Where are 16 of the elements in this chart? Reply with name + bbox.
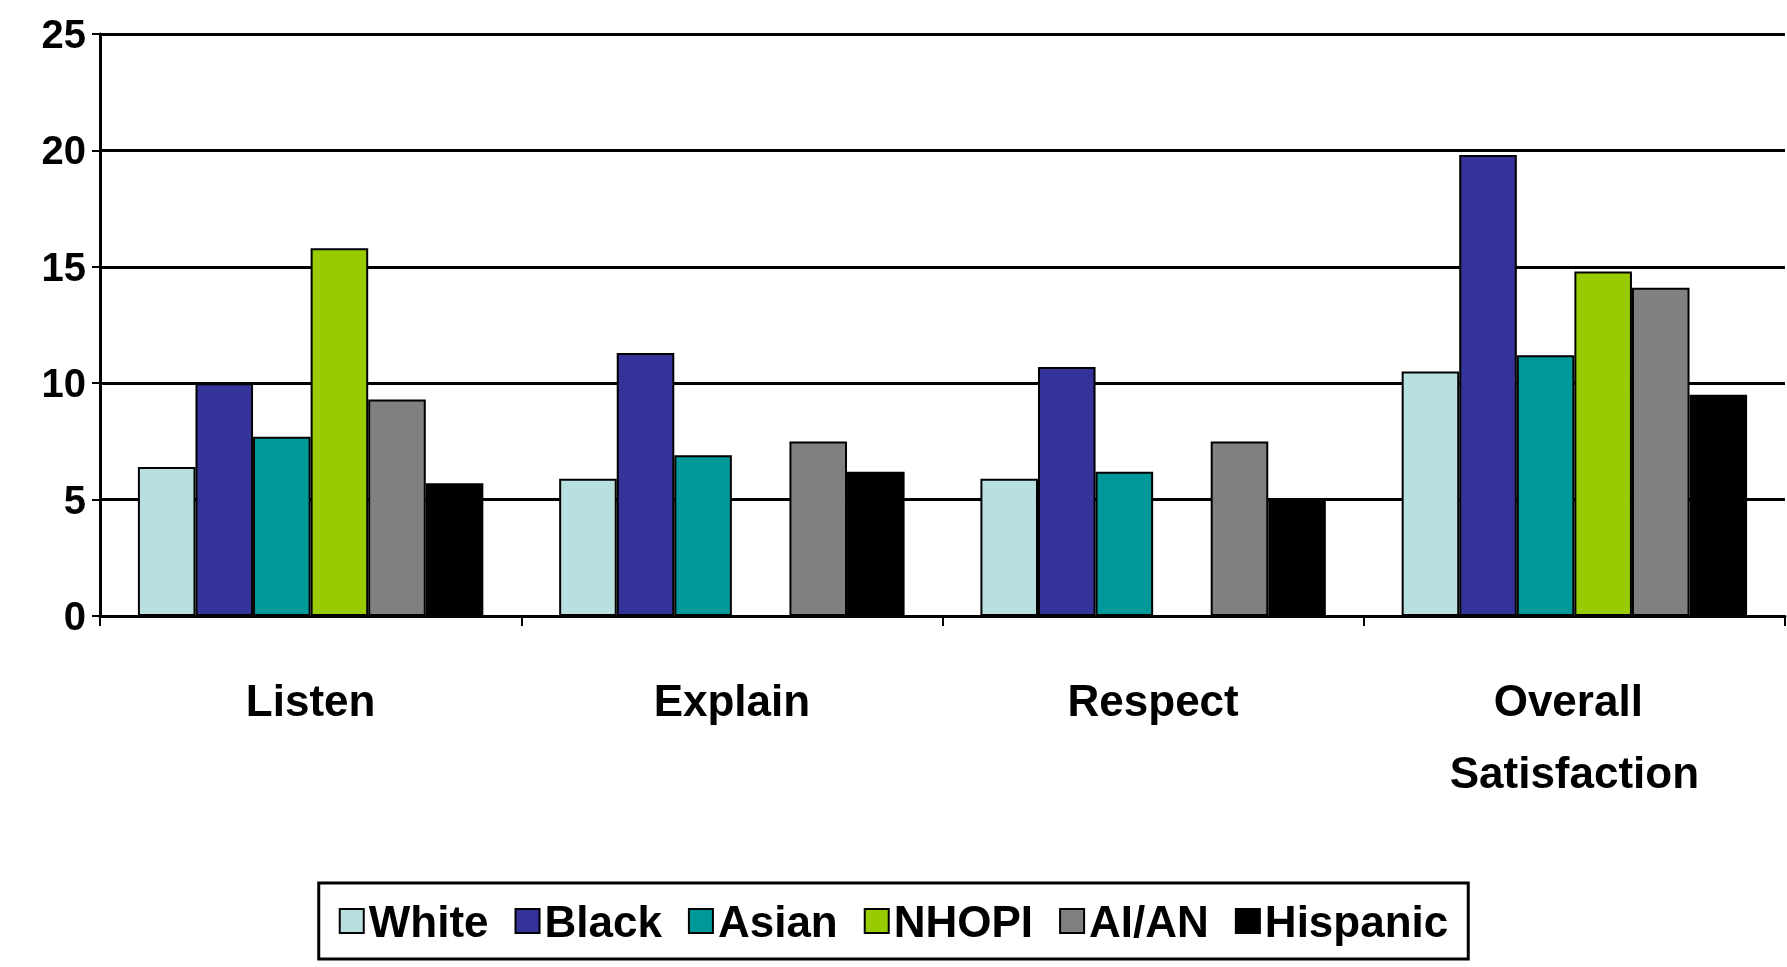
y-tick-label: 0 — [63, 594, 86, 638]
y-tick-label: 25 — [41, 12, 86, 56]
legend-label: NHOPI — [893, 896, 1034, 946]
legend-label: Hispanic — [1264, 896, 1449, 946]
x-tick-label: Listen — [245, 675, 376, 725]
x-tick-label: Explain — [653, 675, 811, 725]
legend-label: Black — [544, 896, 663, 946]
legend-label: White — [368, 896, 489, 946]
x-tick-label: Respect — [1067, 675, 1240, 725]
y-tick-label: 20 — [41, 128, 86, 173]
y-tick-label: 15 — [41, 244, 86, 289]
x-tick-label: Overall Satisfaction — [1449, 675, 1700, 797]
y-tick-label: 5 — [63, 477, 86, 522]
y-tick-label: 10 — [41, 361, 86, 406]
legend-label: Asian — [717, 896, 838, 946]
legend-label: AI/AN — [1089, 896, 1209, 946]
